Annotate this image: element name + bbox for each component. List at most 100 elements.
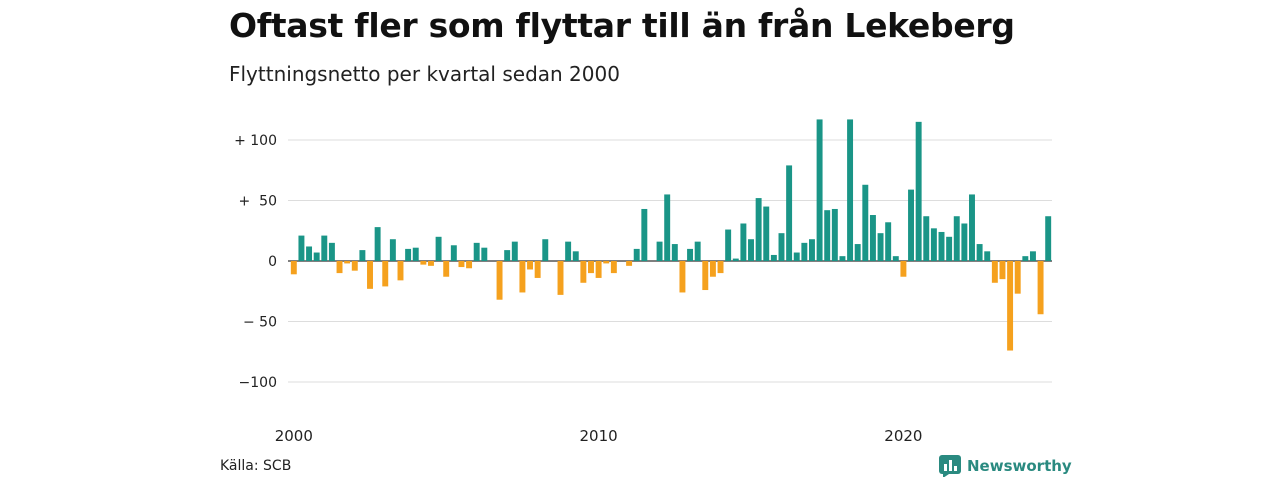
bar (892, 256, 899, 261)
bar (481, 247, 488, 261)
bar (991, 261, 998, 283)
bar (298, 235, 305, 261)
bar (374, 227, 381, 261)
bar (595, 261, 602, 278)
bar (1022, 256, 1029, 261)
bar (351, 261, 358, 271)
bar (633, 248, 640, 261)
bar (656, 241, 663, 261)
bar (885, 222, 892, 261)
bar (382, 261, 389, 287)
bar (740, 223, 747, 261)
bar (702, 261, 709, 291)
bar (626, 261, 633, 266)
bar (847, 119, 854, 262)
y-tick-label: + 50 (239, 194, 277, 210)
bar (306, 246, 313, 261)
bar (435, 236, 442, 261)
x-tick-label: 2010 (580, 427, 618, 445)
bar (580, 261, 587, 283)
x-tick-label: 2020 (884, 427, 922, 445)
bar (1007, 261, 1014, 351)
chart-title: Oftast fler som flyttar till än från Lek… (229, 6, 1015, 45)
bar (534, 261, 541, 278)
bar (511, 241, 518, 261)
x-tick-label: 2000 (275, 427, 313, 445)
bar (519, 261, 526, 293)
bar (1029, 251, 1036, 261)
bar (869, 215, 876, 261)
bar (1045, 216, 1052, 261)
bar (999, 261, 1006, 280)
bar (877, 233, 884, 261)
bar (816, 119, 823, 262)
bar (565, 241, 572, 261)
y-tick-label: 0 (268, 254, 277, 270)
bar (412, 247, 419, 261)
bar (389, 239, 396, 261)
bar (748, 239, 754, 261)
bar (709, 261, 716, 277)
bar (290, 261, 297, 275)
bar (801, 242, 808, 261)
bar (336, 261, 343, 274)
bar (824, 210, 831, 261)
y-axis-labels: + 100 + 50 0 − 50 −100 (234, 133, 277, 391)
brand-logo[interactable]: Newsworthy (939, 455, 1072, 477)
bar (854, 244, 861, 261)
brand-name: Newsworthy (967, 457, 1072, 475)
bar (984, 251, 991, 261)
bar (862, 184, 869, 261)
bar (527, 261, 533, 270)
bars (290, 119, 1052, 351)
bar (557, 261, 564, 295)
bar (671, 244, 678, 261)
bar (778, 233, 785, 261)
newsworthy-logo-icon (939, 455, 961, 477)
source-note: Källa: SCB (220, 458, 292, 474)
bar (473, 242, 480, 261)
bar (770, 254, 777, 261)
bar (542, 239, 549, 261)
bar (809, 239, 815, 261)
bar (946, 236, 953, 261)
bar (443, 261, 450, 277)
bar (923, 216, 930, 261)
bar (717, 261, 724, 274)
bar (755, 198, 762, 261)
bar (367, 261, 373, 289)
bar (420, 261, 427, 265)
bar (610, 261, 617, 274)
bar (603, 261, 610, 264)
bar (458, 261, 465, 268)
y-tick-label: + 100 (234, 133, 277, 149)
y-tick-label: − 50 (243, 315, 277, 331)
bar (793, 252, 800, 261)
bar (900, 261, 907, 277)
bar (908, 189, 914, 261)
bar (359, 250, 366, 261)
bar (313, 252, 320, 261)
bar (1037, 261, 1044, 315)
bar (466, 261, 473, 269)
bar (786, 165, 793, 261)
bar (397, 261, 404, 281)
bar (694, 241, 701, 261)
bar (405, 248, 412, 261)
bar (344, 261, 351, 264)
bar (679, 261, 686, 293)
bar (976, 244, 983, 261)
bar (732, 258, 739, 261)
bar (428, 261, 434, 266)
y-tick-label: −100 (239, 375, 277, 391)
bar (1014, 261, 1021, 294)
bar (496, 261, 503, 300)
bar (763, 206, 770, 261)
bar (321, 235, 328, 261)
bar (839, 256, 846, 261)
bar (687, 248, 694, 261)
bar (961, 223, 968, 261)
bar (504, 250, 511, 261)
bar (915, 121, 922, 261)
